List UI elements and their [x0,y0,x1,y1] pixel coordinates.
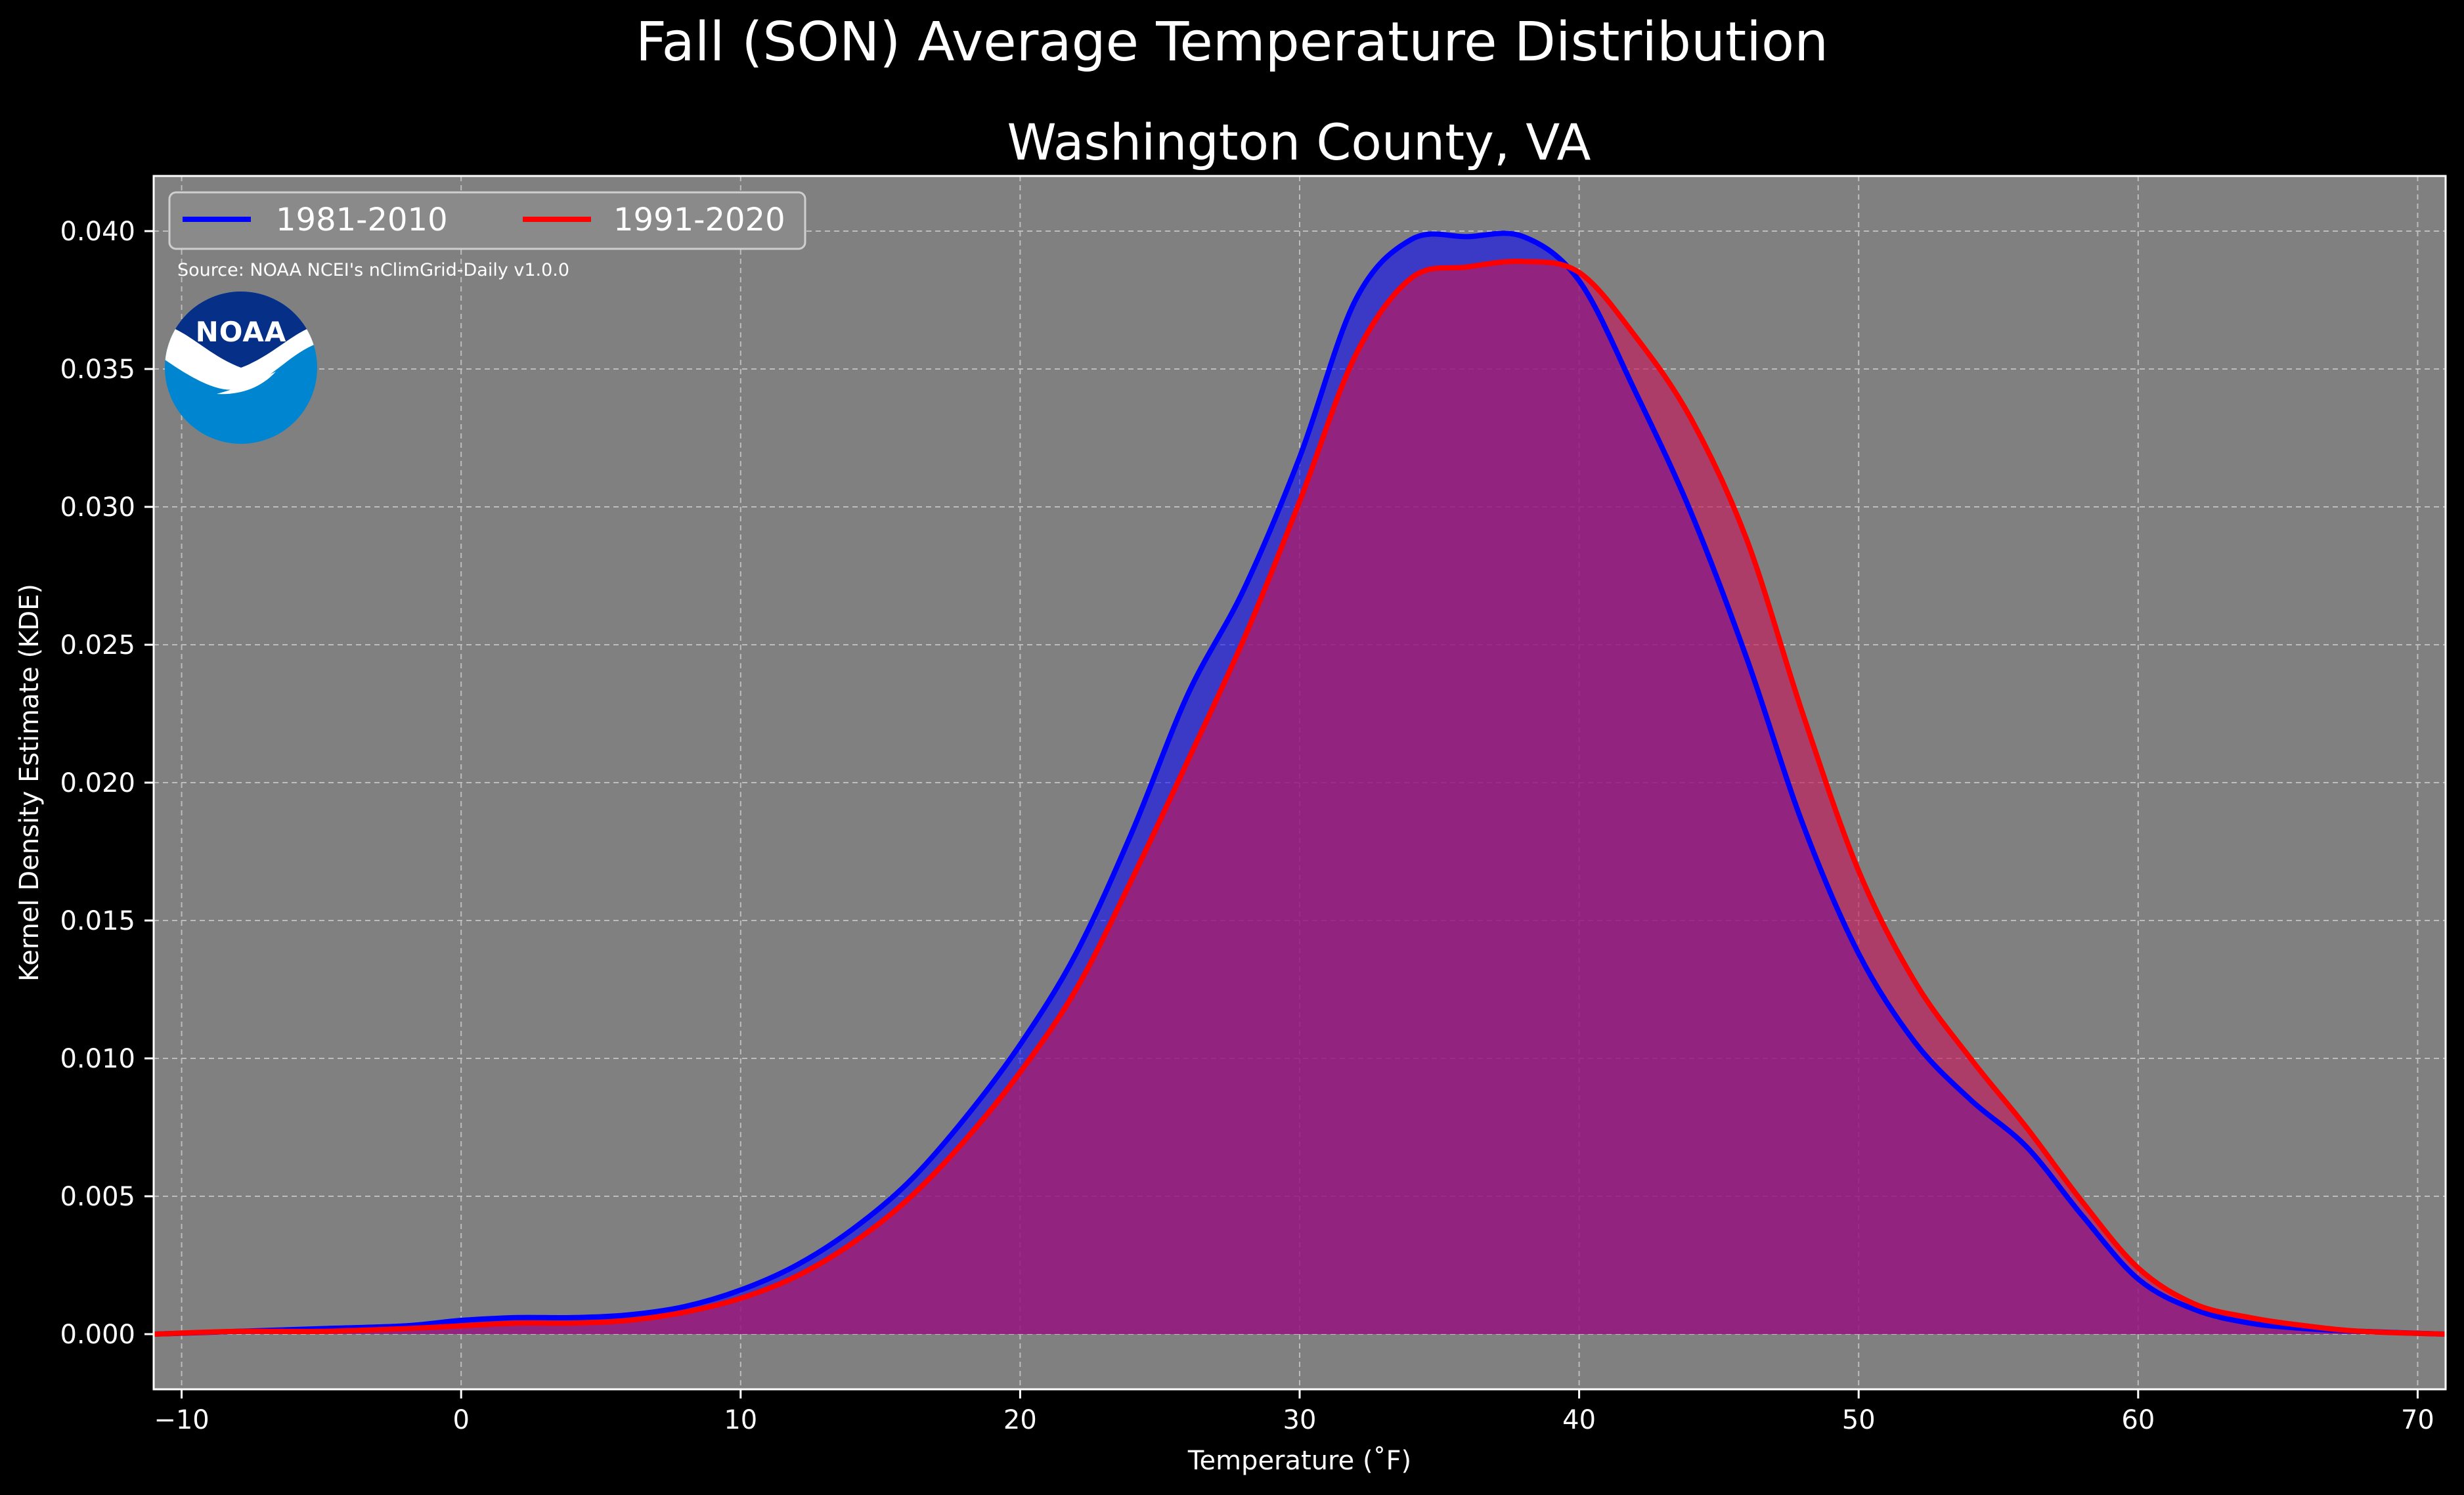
x-tick-label: 0 [452,1405,469,1435]
legend-label-1981-2010: 1981-2010 [276,202,448,238]
y-tick-label: 0.025 [60,630,135,661]
y-tick-label: 0.010 [60,1044,135,1074]
y-tick-label: 0.000 [60,1320,135,1350]
legend-box [168,191,806,250]
x-axis-label: Temperature (˚F) [1187,1446,1411,1476]
source-note: Source: NOAA NCEI's nClimGrid-Daily v1.0… [177,260,569,280]
y-tick-label: 0.005 [60,1182,135,1212]
series-area-1991-2020 [154,261,2446,1335]
chart-title: Fall (SON) Average Temperature Distribut… [636,11,1828,74]
x-tick-label: −10 [154,1405,209,1435]
y-tick-label: 0.020 [60,768,135,798]
series-line-1991-2020 [153,258,2446,1337]
y-tick-label: 0.015 [60,906,135,936]
legend-label-1991-2020: 1991-2020 [613,202,785,238]
y-tick-label: 0.030 [60,492,135,523]
legend: 1981-2010 1991-2020 [168,191,806,250]
x-tick-label: 40 [1562,1405,1596,1435]
x-axis-ticks: −10 0 10 20 30 40 50 60 70 [154,1389,2434,1435]
x-tick-label: 30 [1283,1405,1317,1435]
y-axis-ticks: 0.000 0.005 0.010 0.015 0.020 0.025 0.030 0.035… [60,217,154,1350]
y-axis-label: Kernel Density Estimate (KDE) [14,584,45,982]
y-tick-label: 0.035 [60,355,135,385]
noaa-logo-text: NOAA [196,316,287,348]
y-tick-label: 0.040 [60,217,135,247]
x-tick-label: 20 [1003,1405,1037,1435]
chart-subtitle: Washington County, VA [1007,113,1591,171]
x-tick-label: 50 [1842,1405,1876,1435]
x-tick-label: 10 [724,1405,757,1435]
x-tick-label: 60 [2121,1405,2155,1435]
noaa-logo-icon: NOAA [165,292,317,444]
x-tick-label: 70 [2401,1405,2434,1435]
series-line-1981-2010 [153,230,2446,1337]
series-layer [153,230,2446,1337]
